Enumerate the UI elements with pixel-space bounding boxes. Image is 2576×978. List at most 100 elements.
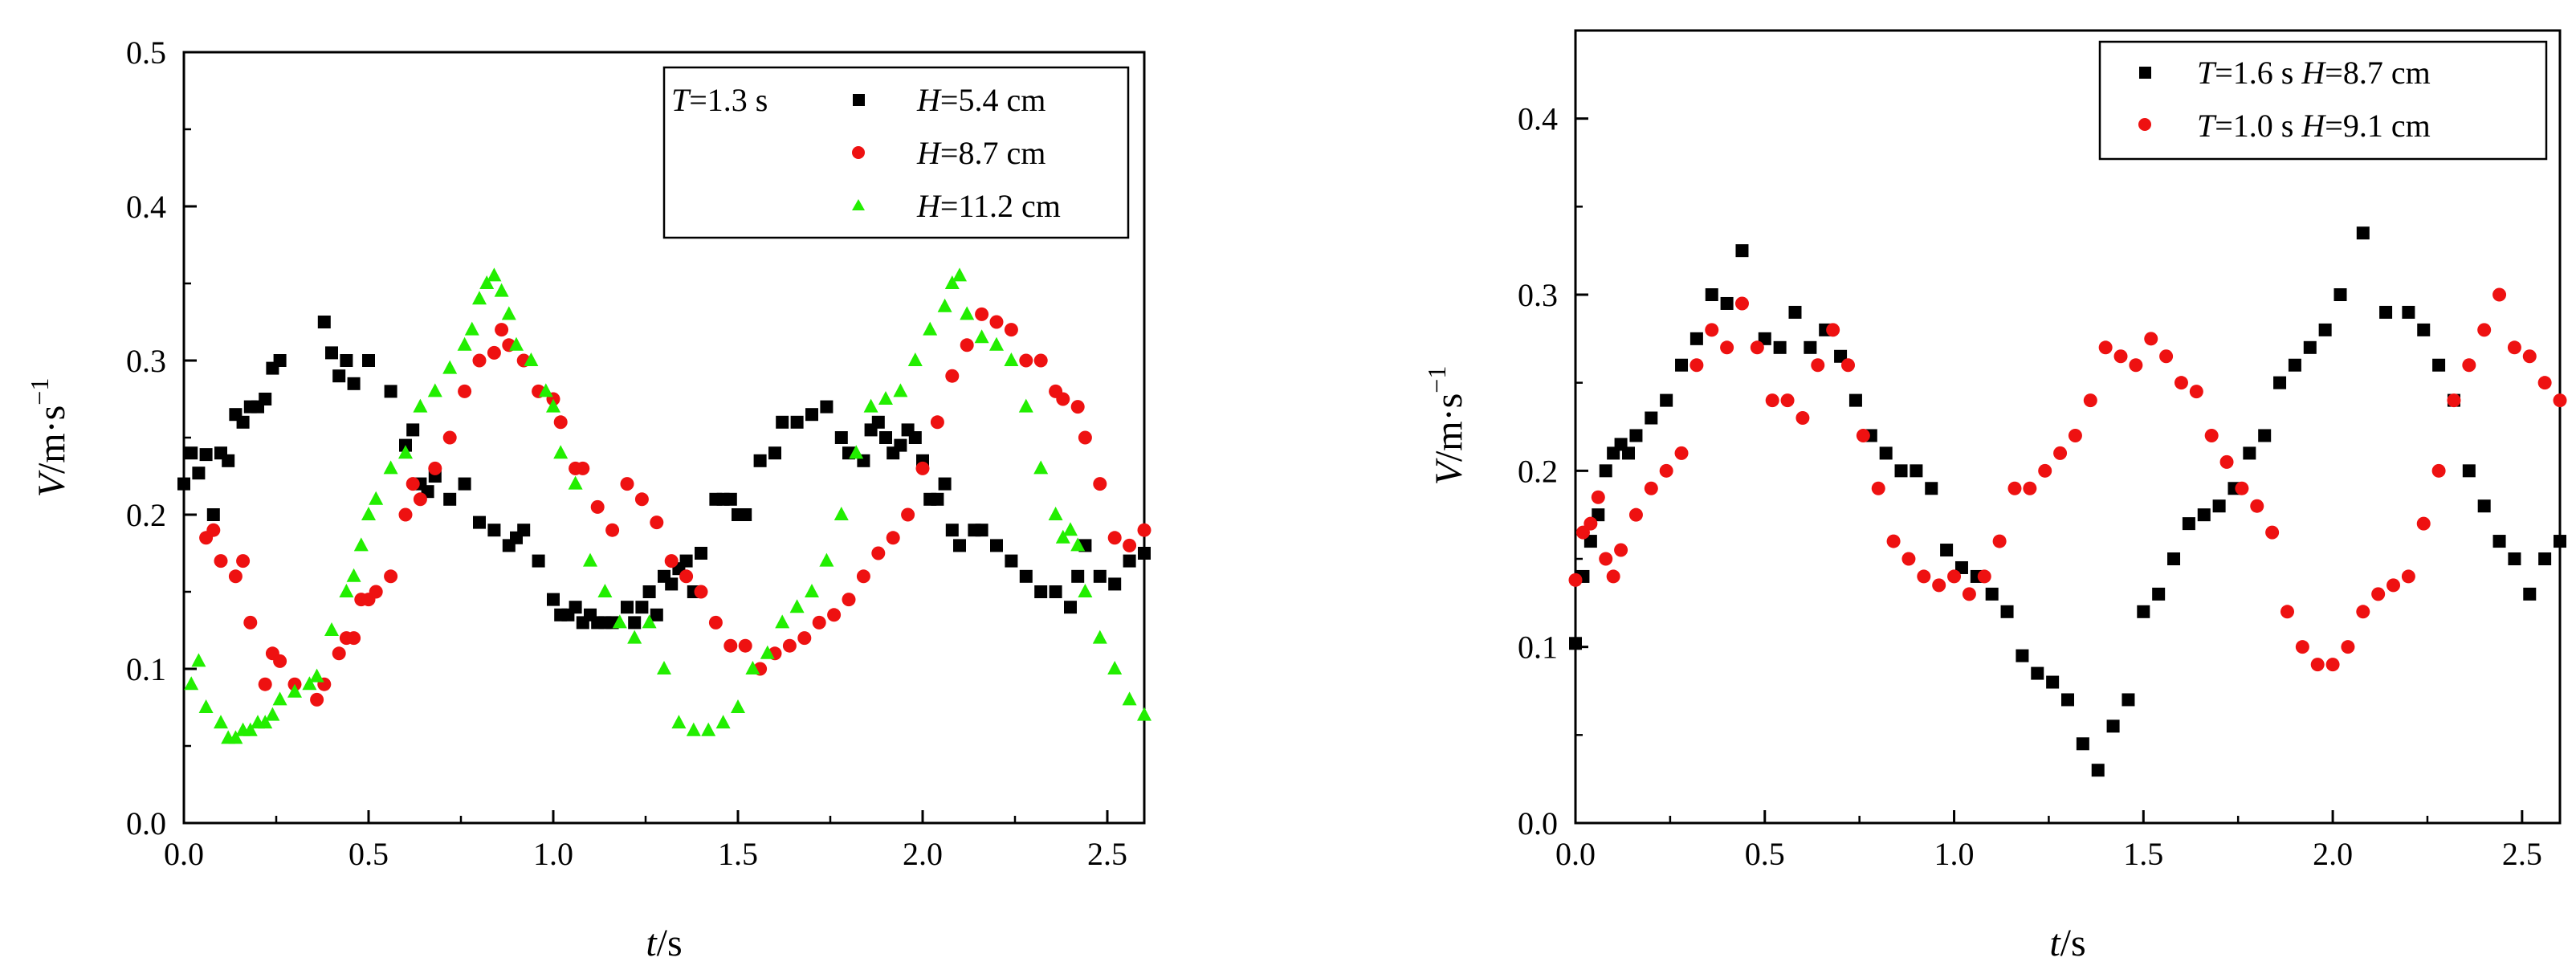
- data-point: [2537, 376, 2552, 390]
- data-point: [1123, 538, 1137, 552]
- data-point: [1107, 531, 1122, 545]
- data-point: [1940, 544, 1954, 557]
- data-point: [1064, 601, 1077, 614]
- data-point: [812, 615, 826, 630]
- data-point: [2492, 287, 2507, 302]
- data-point: [464, 321, 479, 336]
- data-point: [2007, 481, 2022, 495]
- ticks: 0.0 0.5 1.0 1.5 2.0 2.5 0.0 0.1 0.2 0.3 0.4: [1518, 29, 2542, 872]
- x-tick-label: 1.5: [718, 836, 758, 872]
- data-point: [369, 585, 383, 599]
- data-point: [2031, 666, 2044, 680]
- data-point: [2341, 640, 2355, 654]
- data-point: [1123, 554, 1136, 568]
- legend-marker-circle: [852, 146, 865, 159]
- data-point: [1071, 569, 1085, 583]
- legend-entry: H=8.7 cm: [916, 135, 1045, 171]
- data-point: [2295, 640, 2309, 654]
- data-point: [1856, 428, 1870, 442]
- data-point: [1622, 446, 1636, 460]
- data-point: [1019, 569, 1033, 583]
- data-point: [819, 552, 834, 567]
- data-point: [1925, 482, 1938, 495]
- data-point: [1645, 411, 1658, 425]
- data-point: [1841, 358, 1856, 373]
- data-point: [1584, 516, 1598, 531]
- data-point: [1591, 490, 1605, 504]
- data-point: [797, 631, 812, 646]
- y-tick-label: 0.4: [1518, 101, 1558, 137]
- data-point: [2508, 552, 2521, 565]
- data-point: [886, 531, 900, 545]
- data-point: [287, 683, 302, 698]
- data-point: [1005, 554, 1018, 568]
- legend-box: [2098, 40, 2548, 161]
- data-point: [427, 383, 442, 397]
- data-point: [2053, 446, 2068, 460]
- chart-left: 0.0 0.5 1.0 1.5 2.0 2.5 0.0 0.1 0.2 0.3 0.4 0.5 t/s…: [25, 35, 1151, 964]
- data-point: [1901, 552, 1916, 566]
- data-point: [2159, 349, 2174, 364]
- data-point: [473, 515, 486, 529]
- data-point: [2189, 385, 2203, 399]
- data-point: [2091, 764, 2105, 777]
- data-point: [2416, 516, 2431, 531]
- data-point: [332, 646, 346, 661]
- data-point: [2273, 376, 2287, 389]
- data-point: [878, 391, 893, 405]
- data-point: [2523, 587, 2537, 601]
- data-point: [2167, 552, 2181, 565]
- data-point: [871, 415, 885, 429]
- data-point: [2023, 481, 2037, 495]
- data-point: [2113, 349, 2128, 364]
- data-point: [2462, 358, 2476, 373]
- y-axis-title: V/m·s−1: [1422, 366, 1470, 486]
- data-point: [332, 369, 346, 383]
- data-point: [199, 448, 213, 462]
- data-point: [1606, 569, 1620, 584]
- data-point: [701, 722, 716, 736]
- data-point: [664, 554, 679, 568]
- data-point: [782, 638, 797, 653]
- y-tick-label: 0.1: [126, 651, 166, 687]
- data-point: [1773, 340, 1787, 354]
- data-point: [302, 676, 317, 691]
- data-point: [2068, 428, 2082, 442]
- data-point: [1070, 537, 1086, 552]
- legend-entry: H=11.2 cm: [916, 188, 1061, 224]
- data-point: [1592, 508, 1605, 522]
- data-point: [1093, 569, 1107, 583]
- data-point: [2554, 535, 2566, 548]
- data-point: [2204, 428, 2219, 442]
- data-point: [2076, 737, 2089, 751]
- x-tick-label: 1.0: [1934, 836, 1975, 872]
- data-point: [324, 622, 339, 636]
- x-tick-label: 1.0: [533, 836, 573, 872]
- data-point: [2538, 552, 2552, 565]
- data-point: [443, 492, 457, 506]
- data-point: [273, 654, 287, 668]
- data-point: [1992, 534, 2007, 548]
- data-point: [1720, 296, 1734, 310]
- data-point: [2197, 508, 2211, 522]
- data-point: [2083, 393, 2097, 408]
- data-point: [1871, 481, 1885, 495]
- data-point: [938, 477, 952, 491]
- x-tick-label: 2.0: [903, 836, 943, 872]
- data-point: [805, 584, 819, 597]
- data-point: [723, 638, 738, 653]
- data-point: [1795, 411, 1810, 426]
- data-point: [1092, 630, 1107, 644]
- data-point: [222, 454, 235, 467]
- data-point: [1917, 569, 1931, 584]
- data-point: [347, 631, 361, 646]
- data-point: [628, 616, 642, 630]
- data-point: [2122, 693, 2135, 707]
- data-point: [309, 668, 324, 683]
- data-point: [472, 353, 487, 368]
- data-point: [849, 445, 864, 459]
- data-point: [1629, 429, 1643, 442]
- data-point: [398, 445, 413, 459]
- data-point: [339, 584, 354, 597]
- data-point: [1954, 560, 1968, 574]
